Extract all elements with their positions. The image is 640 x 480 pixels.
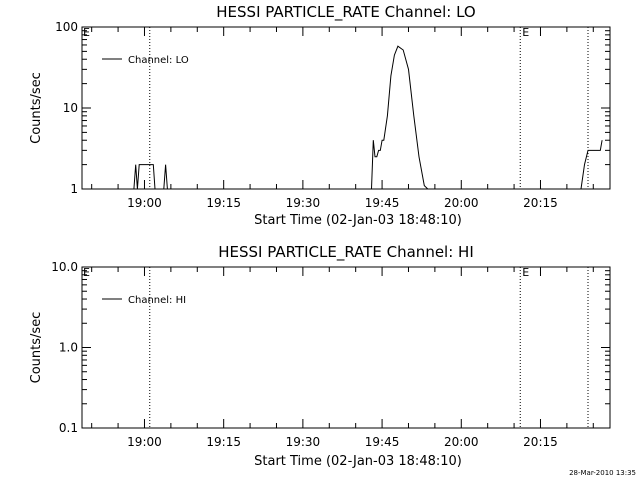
x-tick-label: 19:00 — [127, 435, 162, 449]
y-tick-label: 100 — [55, 20, 78, 34]
x-tick-label: 19:00 — [127, 196, 162, 210]
lo-channel-panel: HESSI PARTICLE_RATE Channel: LO 19:00 19:1… — [29, 3, 611, 228]
x-tick-label: 19:15 — [206, 196, 241, 210]
x-tick-label: 20:15 — [523, 196, 558, 210]
chart-title: HESSI PARTICLE_RATE Channel: HI — [218, 243, 474, 262]
corner-marker-label: E — [83, 26, 90, 39]
plot-frame — [81, 26, 611, 190]
y-tick-label: 1.0 — [59, 341, 78, 355]
x-tick-label: 19:30 — [286, 435, 321, 449]
plot-frame — [81, 266, 611, 429]
hi-channel-panel: HESSI PARTICLE_RATE Channel: HI 19:00 19:1… — [29, 243, 611, 469]
legend-label: Channel: LO — [128, 55, 189, 66]
legend-label: Channel: HI — [128, 295, 186, 306]
x-tick-label: 20:15 — [523, 435, 558, 449]
x-tick-label: 19:30 — [286, 196, 321, 210]
plot-timestamp: 28-Mar-2010 13:35 — [569, 469, 636, 477]
x-tick-label: 19:45 — [365, 196, 400, 210]
x-axis-label: Start Time (02-Jan-03 18:48:10) — [254, 213, 462, 228]
chart-title: HESSI PARTICLE_RATE Channel: LO — [216, 3, 475, 22]
y-tick-label: 10.0 — [51, 260, 78, 274]
x-tick-label: 19:15 — [206, 435, 241, 449]
y-tick-label: 10 — [63, 101, 78, 115]
event-marker-label: E — [522, 26, 529, 39]
y-tick-label: 0.1 — [59, 421, 78, 435]
x-tick-label: 20:00 — [444, 196, 479, 210]
y-tick-label: 1 — [70, 182, 78, 196]
x-axis-label: Start Time (02-Jan-03 18:48:10) — [254, 454, 462, 469]
x-tick-label: 19:45 — [365, 435, 400, 449]
event-marker-label: E — [522, 266, 529, 279]
y-axis-label: Counts/sec — [29, 312, 44, 384]
x-tick-label: 20:00 — [444, 435, 479, 449]
series-line — [133, 45, 603, 189]
y-axis-label: Counts/sec — [29, 72, 44, 144]
corner-marker-label: E — [83, 266, 90, 279]
